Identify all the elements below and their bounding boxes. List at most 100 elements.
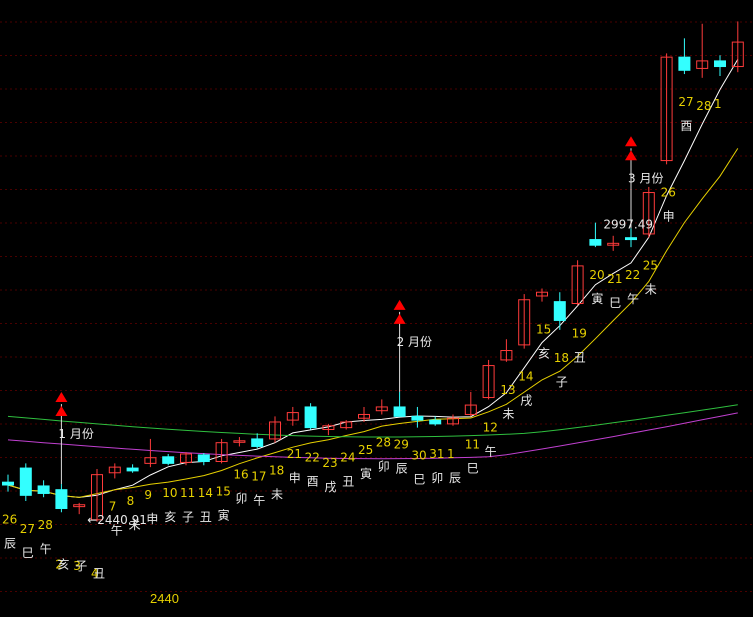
date-label: 18 [554,351,569,365]
date-label: 16 [233,467,248,481]
candle-up [464,404,477,415]
branch-label: 未 [129,518,141,532]
price-annotations: 2997.49 ←2440.91 [87,218,653,528]
candle-up [286,412,299,421]
candle-up [358,413,370,419]
candle-down [126,467,139,472]
date-label: 15 [216,484,231,498]
date-label: 25 [358,443,373,457]
branch-label: 申 [289,471,301,485]
date-label: 21 [607,272,622,286]
branch-label: 丑 [93,567,105,581]
branch-label: 申 [663,209,675,223]
date-label: 20 [589,268,604,282]
month-marker-label: 2 月份 [397,335,432,349]
candle-down [714,60,726,68]
branch-label: 丑 [342,475,354,489]
month-marker-triangle [625,150,637,161]
date-label: 7 [109,499,117,513]
branch-label: 巳 [413,473,425,487]
candle-up [144,457,157,464]
date-label: 11 [465,437,480,451]
branch-label: 卯 [235,491,247,505]
branch-label: 子 [182,510,194,524]
date-label: 22 [305,451,320,465]
ma120-line [7,412,738,460]
ma60-line [7,404,738,438]
candle-up [482,365,495,399]
candle-down [625,237,637,241]
branch-label: 寅 [218,507,230,522]
branch-label: 未 [502,407,514,421]
candle-up [215,442,228,462]
candle-down [37,485,50,494]
date-label: 28 [38,518,53,532]
candle-up [375,406,388,412]
candle-up [731,41,744,68]
candle-up [340,421,353,429]
candle-up [607,242,620,246]
date-label: 1 [714,97,722,111]
candle-down [197,454,210,462]
candle-up [91,474,103,521]
candle-up [696,60,709,69]
price-annotation: ←2440.91 [87,513,147,527]
branch-label: 辰 [449,471,461,485]
branch-label: 午 [253,493,265,507]
branch-label: 酉 [680,119,692,133]
branch-label: 午 [40,542,52,556]
branch-label: 午 [627,292,639,306]
candle-up [536,291,548,297]
grid-lines [0,21,753,592]
date-label: 2 [55,557,63,571]
candle-down [304,406,317,429]
candle-down [393,406,406,417]
month-marker-triangle [625,136,637,147]
branch-label: 子 [75,559,87,573]
month-markers: 1 月份 2 月份 3 月份 [55,136,663,485]
branch-label: 卯 [431,471,443,485]
month-marker-label: 1 月份 [58,427,93,441]
candle-down [251,438,264,447]
date-label: 22 [625,268,640,282]
date-label: 29 [394,437,409,451]
moving-average-lines [7,59,739,498]
candle-up [642,192,655,235]
date-label: 11 [180,486,195,500]
candle-down [553,301,566,321]
branch-label: 午 [111,523,123,537]
candle-up [269,421,281,440]
branch-label: 寅 [360,466,372,481]
candle-up [233,440,246,443]
ma10-line [7,148,739,498]
month-marker-triangle [55,406,68,417]
date-label: 1 [447,447,455,461]
date-label: 21 [287,447,302,461]
month-marker-triangle [55,392,68,403]
branch-label: 未 [645,283,657,297]
date-label: 30 [411,449,426,463]
branch-label: 午 [485,444,497,458]
branch-label: 申 [146,512,158,526]
candles [2,21,744,522]
date-label: 27 [20,522,35,536]
date-label: 14 [198,486,213,500]
branch-label: 巳 [22,546,34,560]
candle-up [518,299,531,346]
candle-down [429,419,442,425]
branch-label: 亥 [538,347,550,361]
candle-up [500,350,513,361]
branch-label: 酉 [307,475,319,489]
candle-up [571,265,584,305]
price-annotation: 2997.49 [603,218,653,232]
candle-down [678,56,691,71]
candle-up [108,466,121,474]
date-label: 23 [322,456,337,470]
date-label: 10 [162,486,177,500]
date-label: 24 [340,451,355,465]
branch-label: 戌 [324,480,336,494]
ma5-line [7,59,739,498]
date-label: 8 [127,494,135,508]
